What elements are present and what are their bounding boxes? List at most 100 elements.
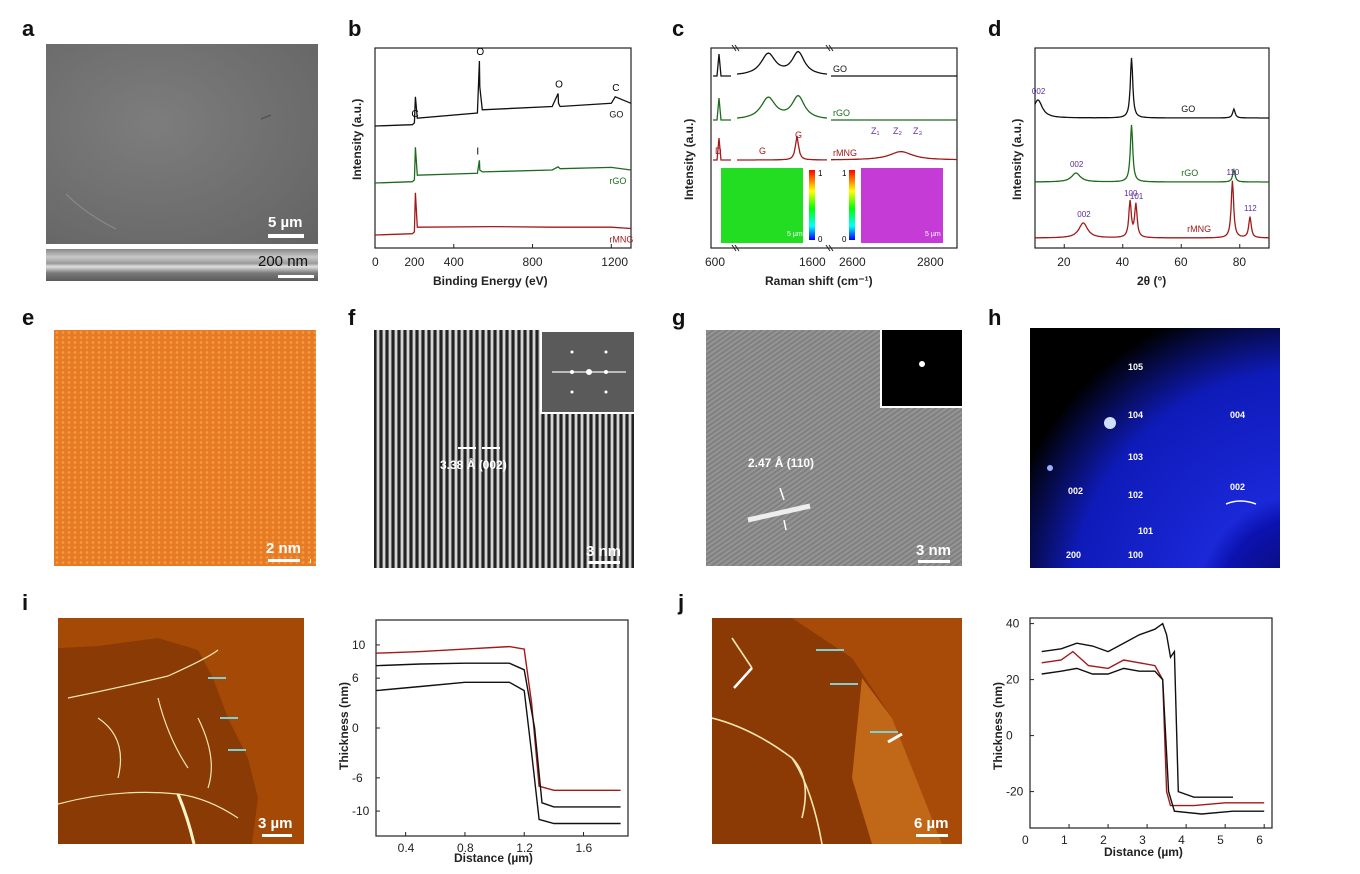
peak-label: 110 bbox=[1226, 168, 1239, 177]
hrtem-image-002: 3.38 Å (002) 3 nm bbox=[374, 330, 634, 568]
spot-105: 105 bbox=[1128, 362, 1144, 372]
axis-break bbox=[828, 244, 834, 252]
panel-label-j: j bbox=[678, 590, 685, 615]
y-tick-label: 10 bbox=[352, 638, 366, 652]
axis-break bbox=[731, 44, 737, 52]
spot-101: 101 bbox=[1138, 526, 1154, 536]
raman-seg-mid-rmng bbox=[737, 135, 827, 161]
x-tick-label: 2 bbox=[1100, 833, 1107, 847]
axis-break bbox=[731, 244, 737, 252]
series-line-go bbox=[374, 60, 632, 127]
colorbar-1 bbox=[809, 170, 815, 240]
x-axis-label: Raman shift (cm⁻¹) bbox=[765, 274, 873, 288]
x-axis-label: Distance (µm) bbox=[1104, 845, 1183, 859]
raman-map-1-scalebar: 5 µm bbox=[787, 231, 803, 238]
lattice-annotation-f: 3.38 Å (002) bbox=[440, 458, 507, 472]
y-tick-label: 6 bbox=[352, 671, 359, 685]
peak-label: O bbox=[476, 47, 484, 58]
afm-image-j: 6 µm bbox=[712, 618, 962, 844]
spot-002-left: 002 bbox=[1068, 486, 1084, 496]
spot-002-right: 002 bbox=[1230, 482, 1246, 492]
x-tick-label: 1600 bbox=[799, 255, 826, 269]
peak-label: 002 bbox=[1070, 160, 1084, 169]
panel-label-a: a bbox=[22, 16, 35, 41]
peak-label: Z₁ bbox=[871, 126, 880, 136]
raman-map-rmng-g bbox=[721, 168, 803, 243]
peak-label: I bbox=[476, 146, 479, 157]
x-tick-label: 0.4 bbox=[398, 841, 415, 855]
series-label-rgo: rGO bbox=[833, 108, 850, 118]
raman-seg-high-rmng bbox=[831, 150, 957, 161]
fft-inset bbox=[540, 330, 634, 414]
scalebar-label-g: 3 nm bbox=[916, 542, 952, 559]
scalebar-label-f: 3 nm bbox=[586, 543, 622, 560]
x-tick-label: 0 bbox=[372, 255, 379, 269]
panel-label-i: i bbox=[22, 590, 29, 615]
peak-label: 112 bbox=[1244, 204, 1257, 213]
series-line-go bbox=[1034, 57, 1269, 119]
spot-104: 104 bbox=[1128, 410, 1144, 420]
x-tick-label: 600 bbox=[705, 255, 725, 269]
chart-b: Intensity (a.u.) Binding Energy (eV) 0 40… bbox=[350, 47, 633, 288]
scalebar-a2 bbox=[278, 275, 314, 278]
scalebar-e-bar bbox=[268, 559, 300, 562]
peak-label: Z₂ bbox=[893, 126, 902, 136]
raman-seg-mid-rgo bbox=[736, 94, 828, 119]
scalebar-label-i: 3 µm bbox=[258, 815, 293, 832]
x-tick-label: 20 bbox=[1057, 255, 1071, 269]
axis-break bbox=[825, 44, 831, 52]
axis-break bbox=[825, 244, 831, 252]
x-tick-label: 5 bbox=[1217, 833, 1224, 847]
x-tick-label: 40 bbox=[1116, 255, 1130, 269]
series-label-go: GO bbox=[609, 109, 623, 119]
series-label-rmng: rMNG bbox=[1187, 224, 1211, 234]
x-tick-label: 60 bbox=[1174, 255, 1188, 269]
colorbar-1-bottom-label: 0 bbox=[818, 235, 823, 244]
scalebar-label-a2: 200 nm bbox=[258, 253, 309, 270]
sem-cross-section: 200 nm bbox=[46, 249, 318, 281]
y-axis-label: Thickness (nm) bbox=[337, 682, 351, 770]
peak-label: G bbox=[795, 130, 802, 140]
series-line-rmng bbox=[374, 192, 632, 236]
panel-label-g: g bbox=[672, 305, 686, 330]
peak-label: 002 bbox=[1032, 87, 1046, 96]
saed-pattern: 105 104 004 103 102 002 002 101 200 100 bbox=[1030, 328, 1280, 568]
scalebar-label-j: 6 µm bbox=[914, 815, 949, 832]
series-line-rmng bbox=[1035, 180, 1269, 239]
peak-label: 002 bbox=[1077, 210, 1091, 219]
scalebar-label-a: 5 µm bbox=[268, 214, 303, 231]
raman-map-2-scalebar: 5 µm bbox=[925, 231, 941, 238]
profile-line-2 bbox=[375, 681, 621, 825]
chart-j: Thickness (nm) Distance (µm) 0 1 2 3 4 5 6 40 20… bbox=[991, 617, 1273, 859]
profile-line-1 bbox=[1041, 650, 1265, 807]
series-label-rmng: rMNG bbox=[609, 235, 633, 245]
x-tick-label: 0.8 bbox=[457, 841, 474, 855]
peak-label: C bbox=[612, 83, 619, 94]
scalebar-a bbox=[268, 234, 304, 238]
x-tick-label: 2600 bbox=[839, 255, 866, 269]
raman-seg-low-go bbox=[713, 53, 731, 77]
series-label-go: GO bbox=[1181, 104, 1195, 114]
series-line-rgo bbox=[374, 147, 632, 184]
y-tick-label: -20 bbox=[1006, 785, 1024, 799]
x-axis-label: 2θ (°) bbox=[1137, 274, 1166, 288]
lattice-annotation-g: 2.47 Å (110) bbox=[748, 456, 815, 470]
plot-frame bbox=[374, 47, 632, 249]
y-axis-label: Intensity (a.u.) bbox=[682, 119, 696, 200]
peak-label: O bbox=[555, 80, 563, 91]
x-tick-label: 800 bbox=[523, 255, 543, 269]
colorbar-2-bottom-label: 0 bbox=[842, 235, 847, 244]
plot-frame bbox=[1029, 617, 1273, 829]
colorbar-2-top-label: 1 bbox=[842, 169, 847, 178]
profile-line-1 bbox=[375, 662, 621, 808]
series-label-rmng: rMNG bbox=[833, 148, 857, 158]
scalebar-i bbox=[262, 834, 292, 837]
axis-break bbox=[828, 44, 834, 52]
profile-line-0 bbox=[375, 645, 621, 792]
series-line-rgo bbox=[1035, 124, 1269, 183]
x-tick-label: 0 bbox=[1022, 833, 1029, 847]
stm-image: 2 nm bbox=[54, 330, 316, 566]
panel-label-e: e bbox=[22, 305, 35, 330]
plot-frame bbox=[1034, 47, 1270, 249]
y-tick-label: 0 bbox=[1006, 729, 1013, 743]
